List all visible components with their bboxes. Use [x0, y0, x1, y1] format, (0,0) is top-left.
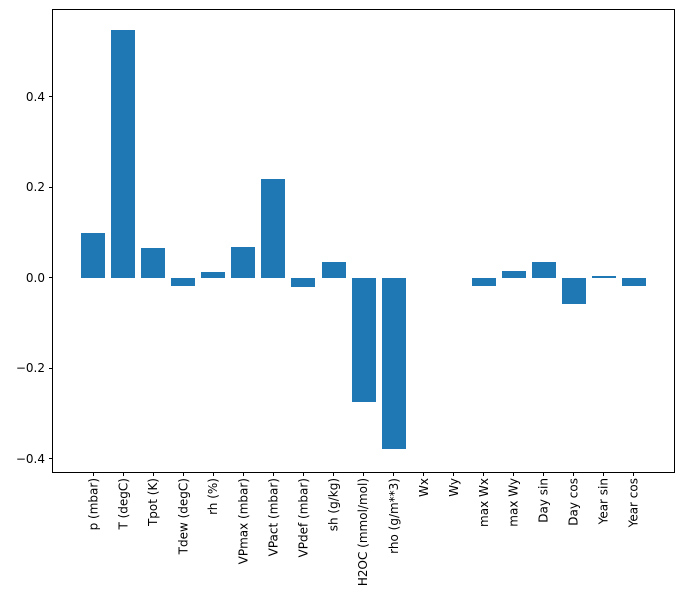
x-tick-mark — [333, 472, 334, 476]
x-tick-mark — [363, 472, 364, 476]
bar-t-degc — [111, 29, 136, 278]
x-tick-mark — [122, 472, 124, 476]
x-tick-mark — [212, 472, 214, 476]
y-tick-label-0-0: 0.0 — [25, 270, 45, 285]
x-tick-label-max-wy: max Wy — [506, 478, 521, 527]
x-tick-label-vpdef-mbar: VPdef (mbar) — [296, 478, 311, 558]
x-tick-mark — [302, 472, 304, 476]
x-tick-mark — [92, 472, 94, 476]
x-tick-mark — [573, 472, 575, 476]
x-tick-label-day-sin: Day sin — [536, 478, 551, 523]
bar-year-sin — [591, 276, 616, 278]
y-tick-mark — [49, 186, 53, 188]
x-tick-label-vpmax-mbar: VPmax (mbar) — [236, 478, 251, 565]
y-tick-mark — [49, 367, 53, 369]
x-tick-mark — [483, 472, 485, 476]
y-tick-mark — [49, 277, 53, 279]
x-tick-label-p-mbar: p (mbar) — [86, 478, 101, 531]
x-tick-mark — [513, 472, 515, 476]
x-tick-mark — [182, 472, 184, 476]
bar-year-cos — [621, 277, 646, 286]
x-tick-label-rho-g-m-3: rho (g/m**3) — [386, 478, 401, 554]
x-tick-mark — [453, 472, 455, 476]
x-tick-label-tdew-degc: Tdew (degC) — [176, 478, 191, 555]
y-tick-label-0-2: 0.2 — [25, 180, 45, 195]
bar-max-wy — [501, 270, 526, 278]
bar-tdew-degc — [171, 277, 196, 286]
x-tick-label-rh: rh (%) — [206, 478, 221, 515]
x-tick-label-wy: Wy — [446, 478, 461, 497]
x-tick-mark — [152, 472, 154, 476]
bar-day-cos — [561, 277, 586, 305]
plot-area-inner — [49, 10, 674, 476]
bar-sh-g-kg — [321, 262, 346, 278]
x-tick-label-wx: Wx — [416, 478, 431, 497]
bar-day-sin — [531, 262, 556, 278]
x-tick-label-t-degc: T (degC) — [116, 478, 131, 530]
x-tick-mark — [393, 472, 394, 476]
x-tick-label-h2oc-mmol-mol: H2OC (mmol/mol) — [356, 478, 371, 587]
x-tick-mark — [603, 472, 605, 476]
y-tick-label-0-2: −0.2 — [15, 361, 45, 376]
x-tick-label-vpact-mbar: VPact (mbar) — [266, 478, 281, 557]
x-tick-label-day-cos: Day cos — [566, 478, 581, 526]
bar-p-mbar — [81, 233, 106, 278]
x-tick-mark — [423, 472, 425, 476]
x-tick-label-max-wx: max Wx — [476, 478, 491, 527]
y-tick-label-0-4: −0.4 — [15, 451, 45, 466]
y-tick-mark — [49, 96, 53, 98]
bar-vpdef-mbar — [291, 277, 316, 287]
x-tick-mark — [633, 472, 635, 476]
x-tick-label-year-cos: Year cos — [626, 478, 641, 528]
bar-h2oc-mmol-mol — [351, 277, 376, 402]
x-tick-mark — [242, 472, 244, 476]
y-tick-mark — [49, 458, 53, 460]
x-tick-label-sh-g-kg: sh (g/kg) — [326, 478, 341, 532]
x-tick-label-year-sin: Year sin — [596, 478, 611, 525]
bar-rho-g-m-3 — [381, 277, 406, 449]
x-tick-mark — [272, 472, 274, 476]
bar-tpot-k — [141, 248, 166, 278]
bar-max-wx — [471, 277, 496, 287]
y-tick-label-0-4: 0.4 — [25, 89, 45, 104]
x-tick-mark — [543, 472, 545, 476]
x-tick-label-tpot-k: Tpot (K) — [146, 478, 161, 527]
bar-vpact-mbar — [261, 178, 286, 278]
bar-vpmax-mbar — [231, 247, 256, 278]
bar-rh — [201, 272, 226, 278]
